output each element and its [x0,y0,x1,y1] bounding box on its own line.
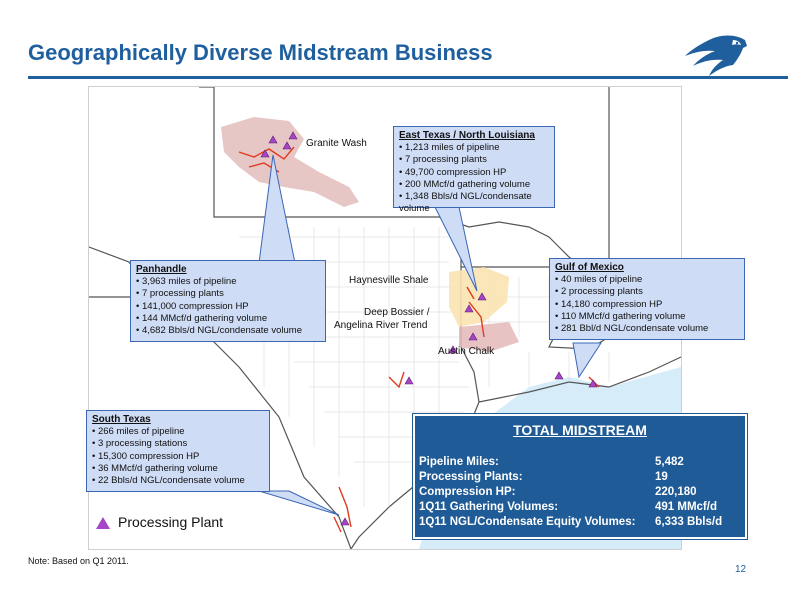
list-item: 141,000 compression HP [136,301,320,313]
legend: Processing Plant [96,514,223,530]
list-item: 7 processing plants [399,154,549,166]
legend-label: Processing Plant [118,514,224,530]
granite-wash-label: Granite Wash [306,138,367,149]
list-item: 4,682 Bbls/d NGL/condensate volume [136,325,320,337]
total-row-label: Processing Plants: [419,471,523,483]
total-row-value: 491 MMcf/d [655,501,717,513]
panhandle-callout: Panhandle 3,963 miles of pipeline 7 proc… [130,260,326,342]
deep-bossier-label: Deep Bossier / [364,307,430,318]
list-item: 36 MMcf/d gathering volume [92,463,264,475]
total-midstream-box: TOTAL MIDSTREAM Pipeline Miles: 5,482 Pr… [412,413,748,540]
footnote: Note: Based on Q1 2011. [28,556,129,566]
total-row-value: 19 [655,471,668,483]
list-item: 3 processing stations [92,438,264,450]
total-row-label: Pipeline Miles: [419,456,499,468]
total-row-label: 1Q11 Gathering Volumes: [419,501,559,513]
eagle-logo-icon [685,35,747,76]
list-item: 14,180 compression HP [555,299,739,311]
total-row-value: 6,333 Bbls/d [655,516,723,528]
callout-title: Gulf of Mexico [555,262,624,273]
list-item: 110 MMcf/d gathering volume [555,311,739,323]
total-midstream-title: TOTAL MIDSTREAM [513,422,647,438]
list-item: 2 processing plants [555,286,739,298]
south-texas-callout: South Texas 266 miles of pipeline 3 proc… [86,410,270,492]
list-item: 7 processing plants [136,288,320,300]
gulf-of-mexico-callout: Gulf of Mexico 40 miles of pipeline 2 pr… [549,258,745,340]
page-number: 12 [735,564,747,575]
angelina-label: Angelina River Trend [334,320,428,331]
callout-title: East Texas / North Louisiana [399,130,535,141]
list-item: 22 Bbls/d NGL/condensate volume [92,475,264,487]
austin-chalk-label: Austin Chalk [438,346,495,357]
list-item: 40 miles of pipeline [555,274,739,286]
list-item: 200 MMcf/d gathering volume [399,179,549,191]
list-item: 144 MMcf/d gathering volume [136,313,320,325]
title-underline [28,76,788,79]
processing-plant-marker-icon [96,517,110,530]
list-item: 1,213 miles of pipeline [399,142,549,154]
east-texas-callout: East Texas / North Louisiana 1,213 miles… [393,126,555,214]
total-row-value: 5,482 [655,456,684,468]
total-row-label: Compression HP: [419,486,516,498]
list-item: 1,348 Bbls/d NGL/condensate volume [399,191,549,215]
slide-title: Geographically Diverse Midstream Busines… [28,40,493,65]
total-row-value: 220,180 [655,486,697,498]
list-item: 266 miles of pipeline [92,426,264,438]
haynesville-label: Haynesville Shale [349,275,429,286]
total-row-label: 1Q11 NGL/Condensate Equity Volumes: [419,516,636,528]
list-item: 281 Bbl/d NGL/condensate volume [555,323,739,335]
list-item: 49,700 compression HP [399,167,549,179]
callout-title: Panhandle [136,264,187,275]
list-item: 15,300 compression HP [92,451,264,463]
list-item: 3,963 miles of pipeline [136,276,320,288]
callout-title: South Texas [92,414,151,425]
